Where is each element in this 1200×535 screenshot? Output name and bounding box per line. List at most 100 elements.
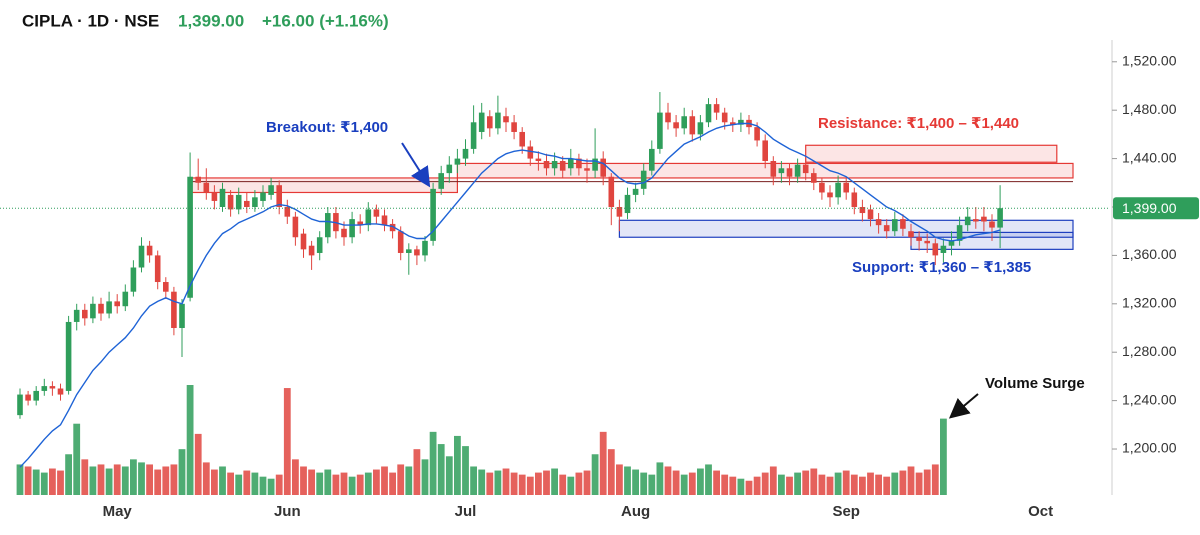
y-tick-label: 1,520.00 (1122, 52, 1177, 68)
candle-body (389, 223, 396, 232)
candle-body (916, 237, 922, 241)
volume-bar (761, 472, 769, 495)
candle-body (770, 161, 777, 177)
candle-body (268, 185, 274, 195)
candle-body (649, 148, 655, 171)
candle-body (632, 188, 639, 195)
candle-body (948, 240, 955, 246)
candle-body (511, 122, 517, 132)
y-tick-label: 1,240.00 (1122, 391, 1177, 407)
volume-bar (437, 444, 445, 495)
candle-body (57, 388, 64, 395)
volume-bar (429, 431, 437, 495)
volume-bar (624, 466, 631, 495)
volume-bar (397, 464, 405, 495)
last-price: 1,399.00 (178, 11, 244, 30)
candle-body (892, 219, 898, 232)
volume-bar (32, 469, 40, 495)
candle-body (235, 194, 242, 210)
candle-body (843, 182, 849, 193)
volume-bar (113, 464, 121, 495)
candle-body (527, 146, 534, 159)
candle-body (762, 140, 768, 162)
candle-body (956, 225, 963, 241)
last-price-badge (1113, 197, 1199, 220)
candle-body (867, 209, 874, 220)
candle-body (414, 249, 420, 256)
volume-bar (348, 476, 356, 495)
candle-body (187, 176, 193, 298)
candle-body (300, 233, 307, 250)
candle-body (721, 112, 728, 123)
volume-bar (818, 474, 826, 495)
volume-bar (842, 470, 850, 495)
candle-body (357, 221, 363, 226)
candle-body (252, 197, 258, 207)
volume-bar (607, 449, 615, 495)
volume-bar (413, 449, 421, 495)
volume-bar (705, 464, 712, 495)
volume-bar (899, 470, 907, 495)
candle-body (195, 176, 201, 183)
volume-bar (73, 423, 81, 495)
candle-body (786, 168, 793, 177)
volume-bar (664, 466, 672, 495)
candle-body (859, 206, 866, 214)
candle-body (584, 168, 590, 171)
volume-bar (567, 476, 575, 495)
volume-bar (178, 449, 186, 495)
volume-bar (656, 462, 664, 495)
volume-bar (591, 454, 599, 495)
candle-body (964, 216, 971, 226)
volume-bar (421, 459, 429, 495)
volume-bar (778, 474, 785, 495)
volume-bar (316, 472, 324, 495)
candle-body (503, 116, 509, 123)
candle-body (446, 164, 453, 174)
last-price-label: 1,399.00 (1122, 200, 1177, 216)
candle-body (851, 192, 858, 207)
volume-bar (219, 466, 226, 495)
volume-bar (721, 474, 729, 495)
volume-bar (599, 431, 607, 495)
y-tick-label: 1,480.00 (1122, 101, 1177, 117)
candle-body (576, 158, 582, 169)
volume-bar (907, 466, 915, 495)
volume-bar (81, 459, 89, 495)
volume-bar (575, 472, 583, 495)
candle-body (163, 282, 169, 292)
volume-bar (753, 476, 761, 495)
candle-body (316, 237, 323, 253)
candle-body (106, 301, 112, 314)
candle-body (616, 206, 623, 217)
candle-body (519, 131, 525, 147)
y-tick-label: 1,440.00 (1122, 149, 1177, 165)
candle-body (260, 192, 266, 201)
y-tick-label: 1,360.00 (1122, 246, 1177, 262)
candle-body (689, 116, 696, 135)
volume-bar (891, 472, 899, 495)
volume-bar (356, 474, 364, 495)
volume-bar (688, 472, 696, 495)
candle-body (349, 219, 355, 238)
candle-body (276, 185, 282, 207)
volume-bar (49, 468, 56, 495)
candle-body (146, 245, 153, 256)
volume-bar (445, 456, 453, 495)
volume-bar (729, 476, 737, 495)
volume-bar (16, 464, 24, 495)
volume-bar (259, 476, 267, 495)
annotation-arrow (401, 142, 431, 188)
candle-body (211, 192, 218, 201)
candle-body (973, 219, 979, 222)
candle-body (438, 173, 444, 189)
candle-body (227, 194, 234, 210)
volume-bar (275, 474, 283, 495)
candle-body (17, 394, 23, 416)
candle-body (65, 321, 72, 391)
volume-bar (162, 466, 170, 495)
volume-bar (308, 469, 315, 495)
candle-body (430, 188, 436, 241)
volume-bar (186, 385, 194, 495)
candle-body (308, 245, 315, 256)
